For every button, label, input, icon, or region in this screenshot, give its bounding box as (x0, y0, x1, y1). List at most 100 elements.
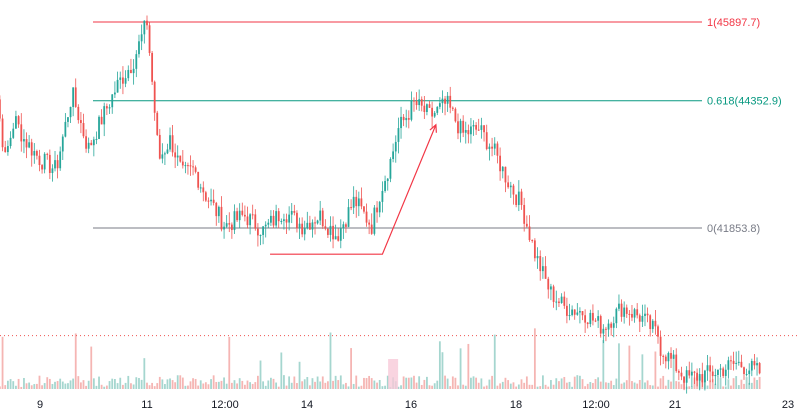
volume-bar (737, 385, 740, 389)
candle-body (25, 139, 28, 148)
candle-body (290, 210, 293, 215)
candle-body (20, 124, 23, 142)
volume-bar (470, 377, 472, 389)
candle-body (657, 326, 659, 337)
volume-bar (357, 386, 360, 389)
candle-body (285, 219, 288, 223)
volume-bar (228, 336, 231, 389)
candle-body (724, 369, 727, 376)
volume-bar (758, 376, 761, 389)
volume-bar (197, 385, 200, 389)
volume-bar (80, 382, 82, 389)
volume-bar (12, 381, 15, 389)
volume-bar (171, 380, 174, 389)
candle-body (189, 165, 192, 167)
volume-bar (324, 382, 327, 389)
candle-body (485, 132, 488, 149)
candle-body (296, 212, 298, 229)
candle-body (329, 225, 332, 235)
volume-bar (108, 381, 111, 389)
volume-bar (308, 385, 311, 389)
volume-bar (202, 383, 205, 389)
volume-bar (1, 336, 4, 389)
volume-bar (181, 377, 184, 389)
candle-body (262, 226, 265, 235)
volume-bar (654, 351, 657, 389)
volume-bar (275, 382, 278, 389)
volume-bar (499, 383, 501, 389)
candle-body (378, 201, 381, 213)
candle-body (480, 125, 483, 130)
candle-body (586, 322, 589, 325)
candle-body (87, 142, 90, 149)
volume-bar (95, 385, 98, 389)
candle-body (212, 199, 215, 203)
volume-bar (360, 385, 363, 389)
candle-body (30, 142, 33, 156)
candle-body (618, 303, 620, 309)
volume-bar (664, 385, 667, 389)
candle-body (151, 52, 154, 82)
volume-bar (347, 386, 350, 389)
volume-bar (179, 375, 182, 389)
candle-body (220, 206, 223, 230)
candle-body (646, 313, 649, 316)
candle-body (633, 309, 636, 318)
volume-bar (337, 380, 340, 389)
candle-body (740, 361, 743, 368)
candle-body (753, 361, 756, 366)
volume-bar (33, 384, 36, 389)
candle-body (249, 214, 251, 226)
candle-body (15, 116, 17, 129)
fib-retracement[interactable]: 1(45897.7) 0.618(44352.9) 0(41853.8) (93, 17, 782, 235)
volume-bar (748, 382, 751, 389)
volume-bar (477, 382, 480, 389)
volume-bar (706, 385, 709, 389)
volume-bar (15, 385, 17, 389)
volume-bar (544, 384, 547, 389)
candle-body (345, 224, 347, 227)
volume-bar (67, 383, 69, 389)
candle-body (662, 355, 665, 357)
candle-body (174, 152, 177, 158)
volume-bar (262, 381, 265, 389)
candle-body (199, 187, 202, 189)
candle-body (576, 312, 579, 315)
volume-bar (475, 377, 478, 389)
volume-bar (753, 377, 756, 389)
volume-bar (30, 385, 33, 389)
candle-body (620, 303, 623, 317)
volume-bar (555, 378, 558, 389)
volume-bar (306, 377, 309, 389)
candle-body (402, 116, 405, 121)
volume-bar (105, 385, 108, 389)
volume-bar (238, 378, 241, 389)
volume-bar (210, 379, 212, 389)
candle-body (531, 240, 534, 242)
candle-body (270, 215, 272, 223)
volume-bar (677, 381, 680, 389)
volume-bar (451, 376, 454, 389)
volume-bar (82, 380, 85, 389)
candle-body (158, 134, 161, 159)
candle-body (122, 77, 124, 84)
candle-body (35, 151, 38, 156)
candle-body (95, 138, 98, 140)
candle-body (146, 20, 148, 26)
trend-arrow[interactable] (270, 124, 437, 255)
volume-bar (449, 386, 452, 389)
candle-body (352, 196, 355, 208)
volume-bar (633, 382, 636, 389)
volume-bar (418, 376, 421, 389)
candle-body (758, 363, 761, 374)
volume-bar (277, 386, 280, 389)
volume-bar (28, 382, 31, 389)
volume-bar (339, 375, 342, 389)
volume-bar (41, 385, 43, 389)
candle-body (301, 223, 304, 235)
candle-body (654, 320, 657, 327)
volume-bar (651, 385, 654, 389)
x-tick-label: 21 (669, 399, 681, 411)
candle-body (90, 142, 93, 146)
